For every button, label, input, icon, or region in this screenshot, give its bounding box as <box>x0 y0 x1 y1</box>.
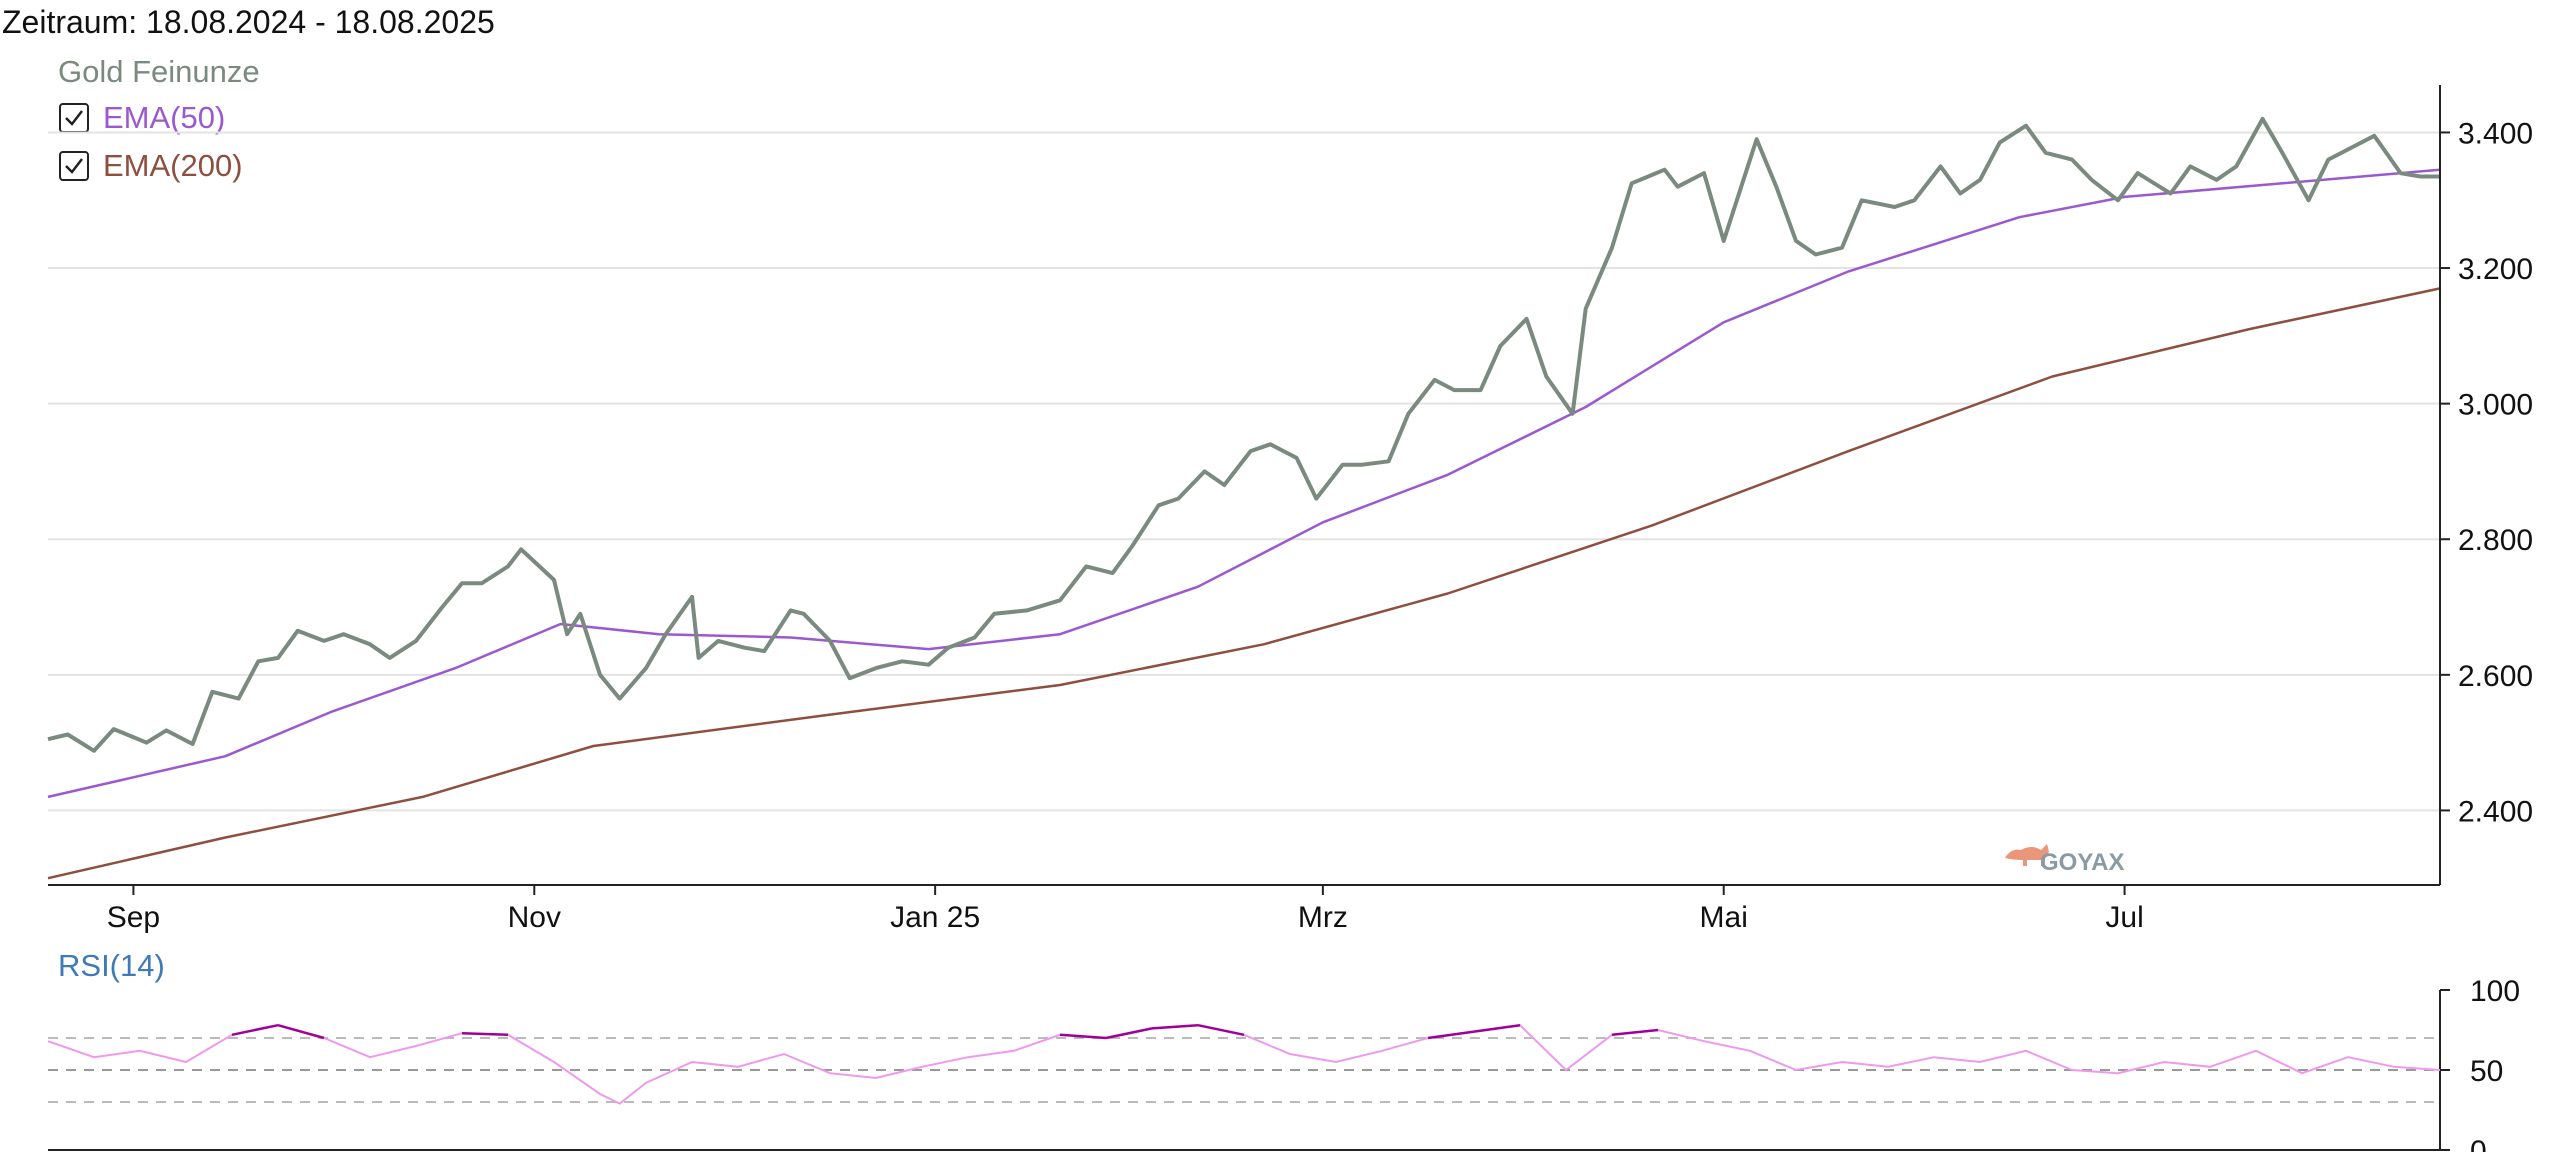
y-tick-label: 2.600 <box>2458 660 2533 693</box>
y-tick-label: 3.000 <box>2458 389 2533 422</box>
checkmark-icon <box>65 158 83 174</box>
legend-ema200-label[interactable]: EMA(200) <box>103 148 243 183</box>
bull-icon <box>2005 844 2049 866</box>
chart-title: Zeitraum: 18.08.2024 - 18.08.2025 <box>2 4 495 40</box>
rsi-extreme-segment <box>461 1031 509 1037</box>
rsi-extreme-segment <box>1427 1030 1475 1040</box>
rsi-y-tick-label: 100 <box>2470 975 2520 1008</box>
y-tick-label: 2.400 <box>2458 795 2533 828</box>
rsi-extreme-segment <box>1151 1023 1199 1030</box>
y-tick-label: 2.800 <box>2458 524 2533 557</box>
y-tick-label: 3.400 <box>2458 117 2533 150</box>
rsi-title: RSI(14) <box>58 948 165 983</box>
rsi-extreme-segment <box>1197 1023 1245 1037</box>
checkmark-icon <box>65 110 83 126</box>
series-line-ema-50 <box>47 168 2441 799</box>
legend-instrument-label: Gold Feinunze <box>58 54 260 89</box>
watermark-text: GOYAX <box>2040 849 2124 876</box>
rsi-extreme-segment <box>231 1023 279 1037</box>
x-tick-label: Mrz <box>1298 901 1348 934</box>
x-tick-label: Mai <box>1700 901 1748 934</box>
x-tick-label: Jul <box>2105 901 2143 934</box>
x-tick-label: Nov <box>508 901 561 934</box>
rsi-extreme-segment <box>277 1023 325 1040</box>
rsi-y-tick-label: 50 <box>2470 1055 2503 1088</box>
x-tick-label: Jan 25 <box>890 901 980 934</box>
y-tick-label: 3.200 <box>2458 253 2533 286</box>
rsi-extreme-segment <box>1611 1028 1659 1037</box>
watermark: GOYAX <box>2005 844 2124 876</box>
legend-ema50-label[interactable]: EMA(50) <box>103 100 226 135</box>
rsi-extreme-segment <box>1059 1033 1107 1040</box>
rsi-extreme-segment <box>1473 1023 1521 1033</box>
x-tick-label: Sep <box>107 901 160 934</box>
series-line-ema-200 <box>47 287 2441 880</box>
rsi-extreme-segment <box>1105 1027 1153 1040</box>
series-line-gold-feinunze <box>47 116 2440 753</box>
rsi-y-tick-label: 0 <box>2470 1135 2487 1152</box>
ema200-checkbox[interactable] <box>59 151 89 181</box>
rsi-line <box>47 1024 2441 1105</box>
